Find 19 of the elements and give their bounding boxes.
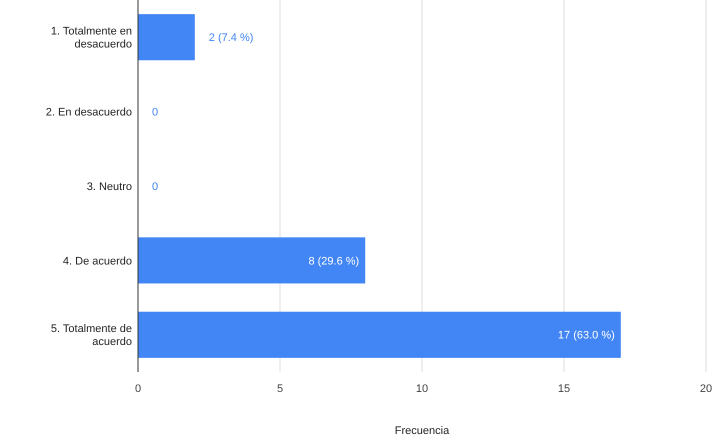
bar xyxy=(138,14,195,60)
x-axis-title: Frecuencia xyxy=(394,425,450,437)
y-tick-label: 4. De acuerdo xyxy=(62,255,132,268)
x-tick-label: 10 xyxy=(416,382,428,395)
data-label: 8 (29.6 %) xyxy=(308,255,360,268)
x-tick-label: 5 xyxy=(276,382,284,395)
data-label: 0 xyxy=(152,180,158,193)
y-tick-label: 2. En desacuerdo xyxy=(46,106,132,118)
data-label: 0 xyxy=(152,106,158,118)
x-tick-label: 15 xyxy=(558,382,570,395)
x-tick-label: 20 xyxy=(700,382,712,395)
x-tick-label: 0 xyxy=(134,382,142,395)
bar xyxy=(138,312,621,358)
y-tick-label: 1. Totalmente en desacuerdo xyxy=(50,26,132,51)
data-label: 17 (63.0 %) xyxy=(558,330,615,342)
bar xyxy=(138,237,366,284)
data-label: 2 (7.4 %) xyxy=(208,32,254,44)
y-tick-label: 3. Neutro xyxy=(86,180,132,193)
y-tick-label: 5. Totalmente de acuerdo xyxy=(50,323,132,348)
